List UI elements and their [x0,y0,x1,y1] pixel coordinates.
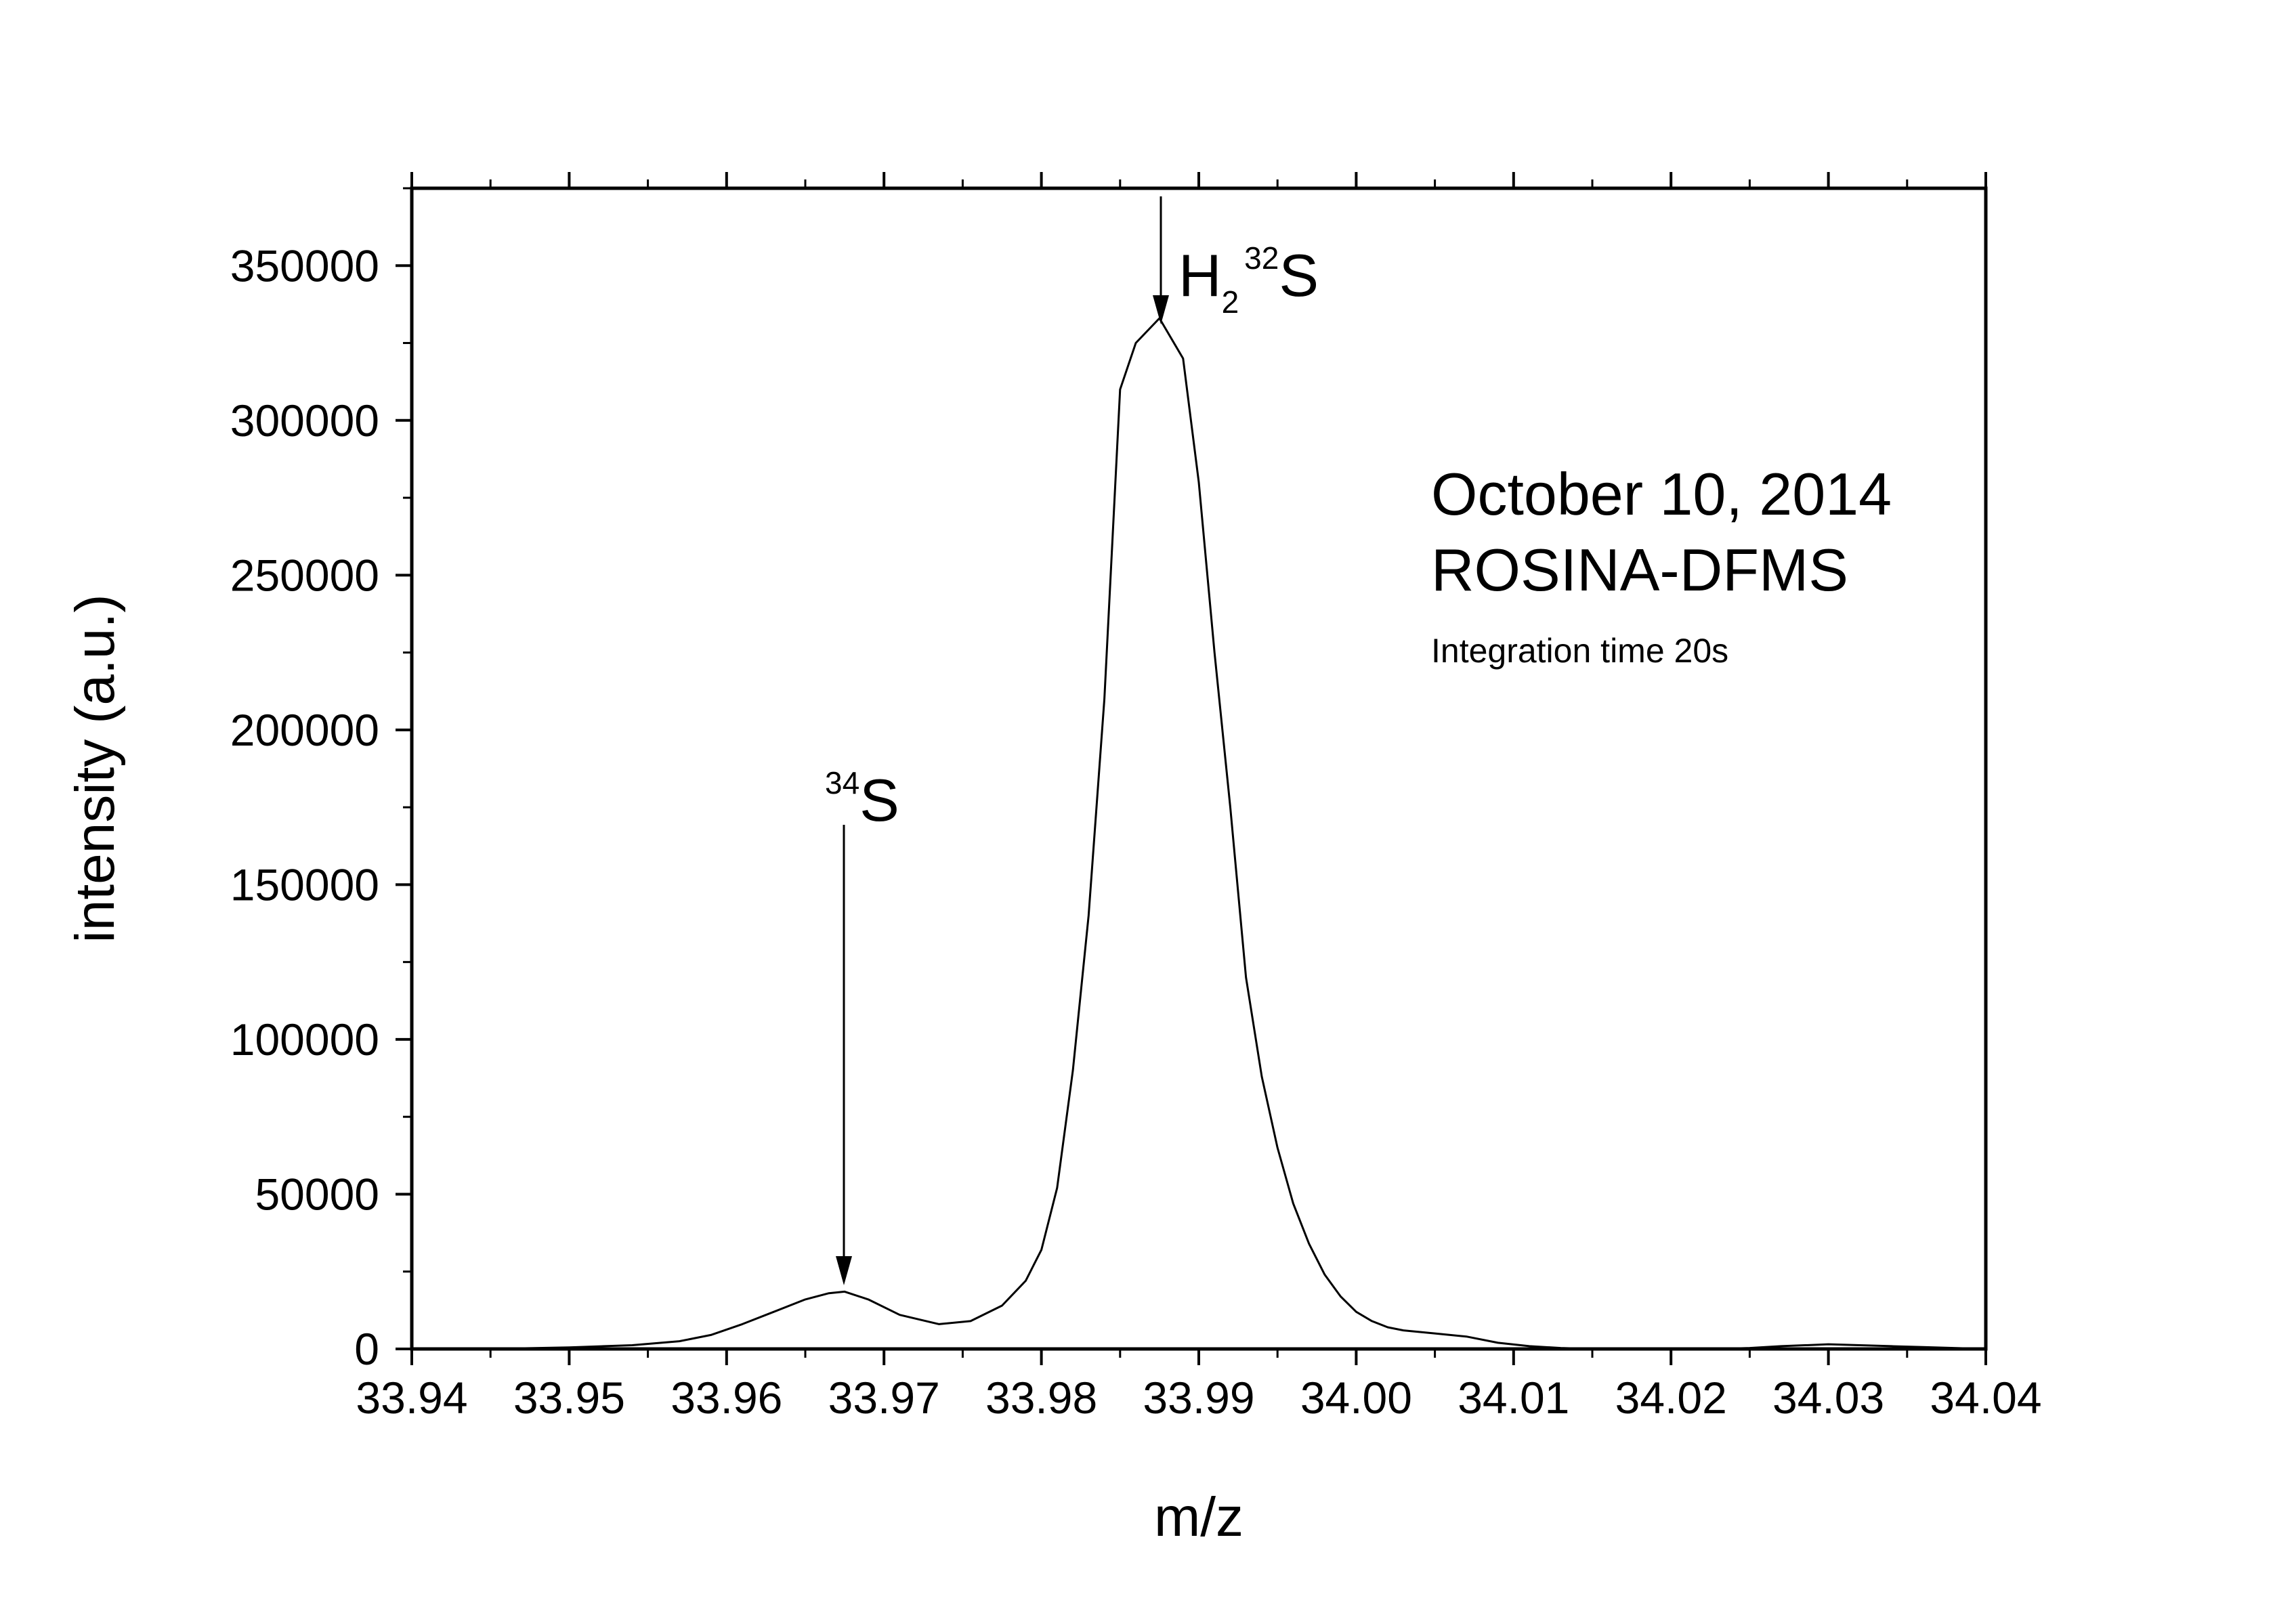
y-tick-label: 100000 [230,1014,379,1065]
plot-frame [410,186,1988,1351]
x-tick-label: 34.01 [1458,1373,1569,1423]
arrow-34s-head [836,1256,852,1285]
x-tick-label: 33.96 [671,1373,782,1423]
annotation-date: October 10, 2014 [1431,460,1892,528]
y-tick-label: 50000 [255,1169,379,1219]
peak-label-34s: 34S [825,765,899,834]
peak-label-h2s: H232S [1178,240,1319,320]
x-tick-label: 33.99 [1143,1373,1254,1423]
y-tick-label: 200000 [230,705,379,755]
series-line-0 [412,317,1986,1350]
peak-label-34s-main: S [859,767,899,834]
peak-label-h2s-sup: 32 [1244,240,1279,276]
peak-label-h2s-main: S [1279,242,1319,309]
y-tick-label: 300000 [230,395,379,446]
axes: 33.94 33.95 33.96 33.97 33.98 33.99 34.00 34.01… [64,172,2042,1548]
x-tick-label: 34.03 [1772,1373,1884,1423]
y-tick-label: 350000 [230,240,379,291]
peak-label-34s-sup: 34 [825,765,859,800]
y-tick-label: 0 [354,1324,379,1374]
x-tick-label: 33.97 [828,1373,940,1423]
y-tick-label: 150000 [230,859,379,909]
x-tick-label: 33.98 [985,1373,1097,1423]
annotation-instrument: ROSINA-DFMS [1431,536,1848,603]
peak-label-h2s-h: H [1178,242,1222,309]
x-tick-label: 34.04 [1930,1373,2041,1423]
annotation-integration-time: Integration time 20s [1431,632,1728,670]
annotation-layer: October 10, 2014 ROSINA-DFMS Integration… [825,196,1892,1285]
series-layer [412,317,1986,1350]
x-axis-title: m/z [1154,1486,1243,1548]
arrow-h2s-head [1153,295,1169,324]
x-tick-label: 34.00 [1300,1373,1412,1423]
peak-label-h2s-sub: 2 [1222,284,1239,320]
x-tick-label: 33.95 [513,1373,625,1423]
y-axis-title: intensity (a.u.) [64,595,126,943]
x-tick-label: 34.02 [1615,1373,1727,1423]
y-tick-label: 250000 [230,550,379,600]
x-tick-label: 33.94 [356,1373,467,1423]
